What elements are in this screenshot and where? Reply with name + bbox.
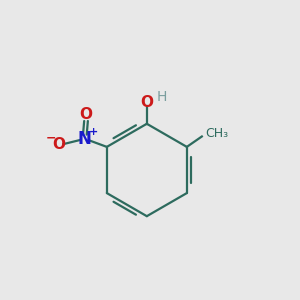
- Text: O: O: [52, 137, 65, 152]
- Text: H: H: [157, 90, 167, 104]
- Text: −: −: [46, 132, 56, 145]
- Text: O: O: [140, 95, 153, 110]
- Text: N: N: [78, 130, 92, 148]
- Text: +: +: [89, 127, 98, 137]
- Text: O: O: [80, 106, 92, 122]
- Text: CH₃: CH₃: [205, 127, 228, 140]
